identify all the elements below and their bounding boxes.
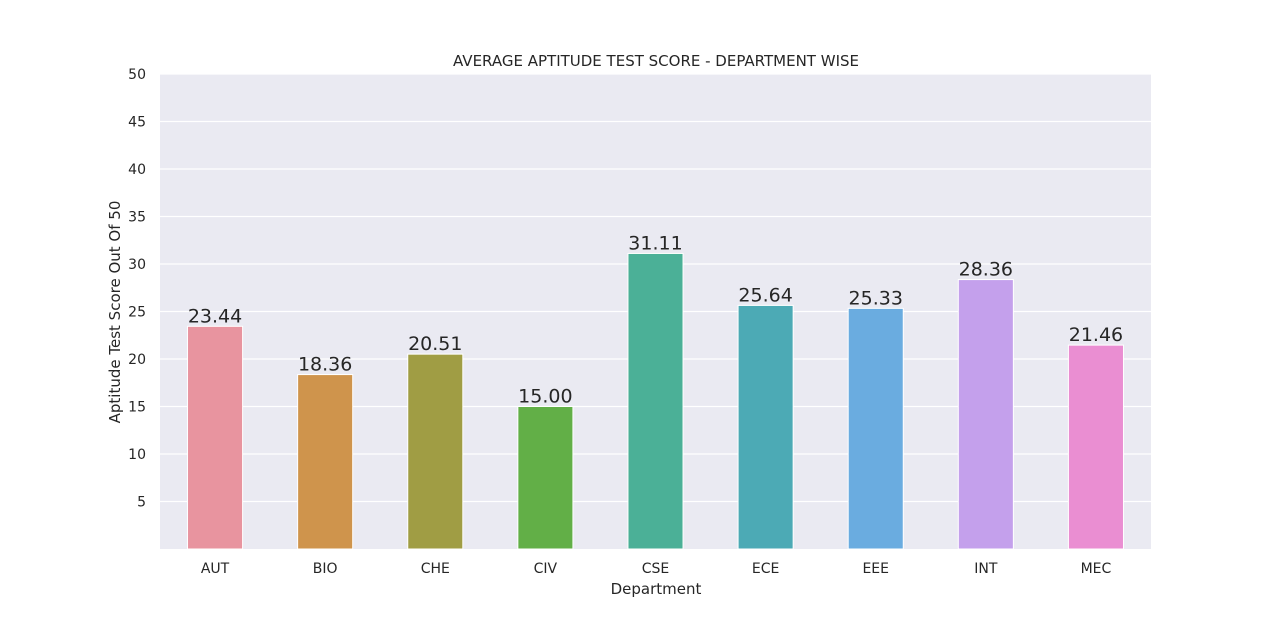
x-axis-ticks: AUT BIO CHE CIV CSE ECE EEE INT MEC: [201, 561, 1112, 577]
x-tick-label-cse: CSE: [642, 561, 670, 577]
x-tick-label-aut: AUT: [201, 561, 230, 577]
y-axis-label: Aptitude Test Score Out Of 50: [106, 201, 124, 424]
bars: [187, 252, 1124, 550]
data-label-civ: 15.00: [518, 386, 572, 408]
x-tick-label-mec: MEC: [1081, 561, 1112, 577]
y-tick-label: 20: [128, 352, 146, 368]
data-label-bio: 18.36: [298, 354, 352, 376]
x-tick-label-eee: EEE: [862, 561, 889, 577]
data-label-ece: 25.64: [738, 284, 792, 306]
data-labels: 23.44 18.36 20.51 15.00 31.11 25.64 25.33 28.36…: [188, 232, 1123, 407]
bar-int: [957, 279, 1014, 550]
y-tick-label: 25: [128, 305, 146, 321]
x-tick-label-bio: BIO: [313, 561, 338, 577]
data-label-int: 28.36: [959, 259, 1013, 281]
data-label-aut: 23.44: [188, 305, 242, 327]
data-label-cse: 31.11: [628, 232, 682, 254]
y-tick-label: 45: [128, 115, 146, 131]
bar-aut: [187, 325, 244, 550]
bar-ece: [737, 304, 794, 550]
bar-cse: [627, 252, 684, 550]
chart-title: AVERAGE APTITUDE TEST SCORE - DEPARTMENT…: [453, 52, 859, 70]
x-tick-label-civ: CIV: [534, 561, 558, 577]
y-tick-label: 50: [128, 67, 146, 83]
y-tick-label: 5: [137, 495, 146, 511]
x-tick-label-int: INT: [974, 561, 998, 577]
data-label-che: 20.51: [408, 333, 462, 355]
bar-che: [407, 353, 464, 550]
y-tick-label: 15: [128, 400, 146, 416]
y-tick-label: 10: [128, 447, 146, 463]
data-label-mec: 21.46: [1069, 324, 1123, 346]
bar-civ: [517, 406, 574, 550]
y-tick-label: 40: [128, 162, 146, 178]
data-label-eee: 25.33: [849, 287, 903, 309]
y-axis-ticks: 5 10 15 20 25 30 35 40 45 50: [128, 67, 146, 511]
y-tick-label: 35: [128, 210, 146, 226]
bar-bio: [297, 374, 354, 550]
x-tick-label-ece: ECE: [752, 561, 779, 577]
bar-mec: [1067, 344, 1124, 550]
bar-eee: [847, 307, 904, 550]
x-tick-label-che: CHE: [421, 561, 450, 577]
y-tick-label: 30: [128, 257, 146, 273]
x-axis-label: Department: [611, 580, 702, 598]
